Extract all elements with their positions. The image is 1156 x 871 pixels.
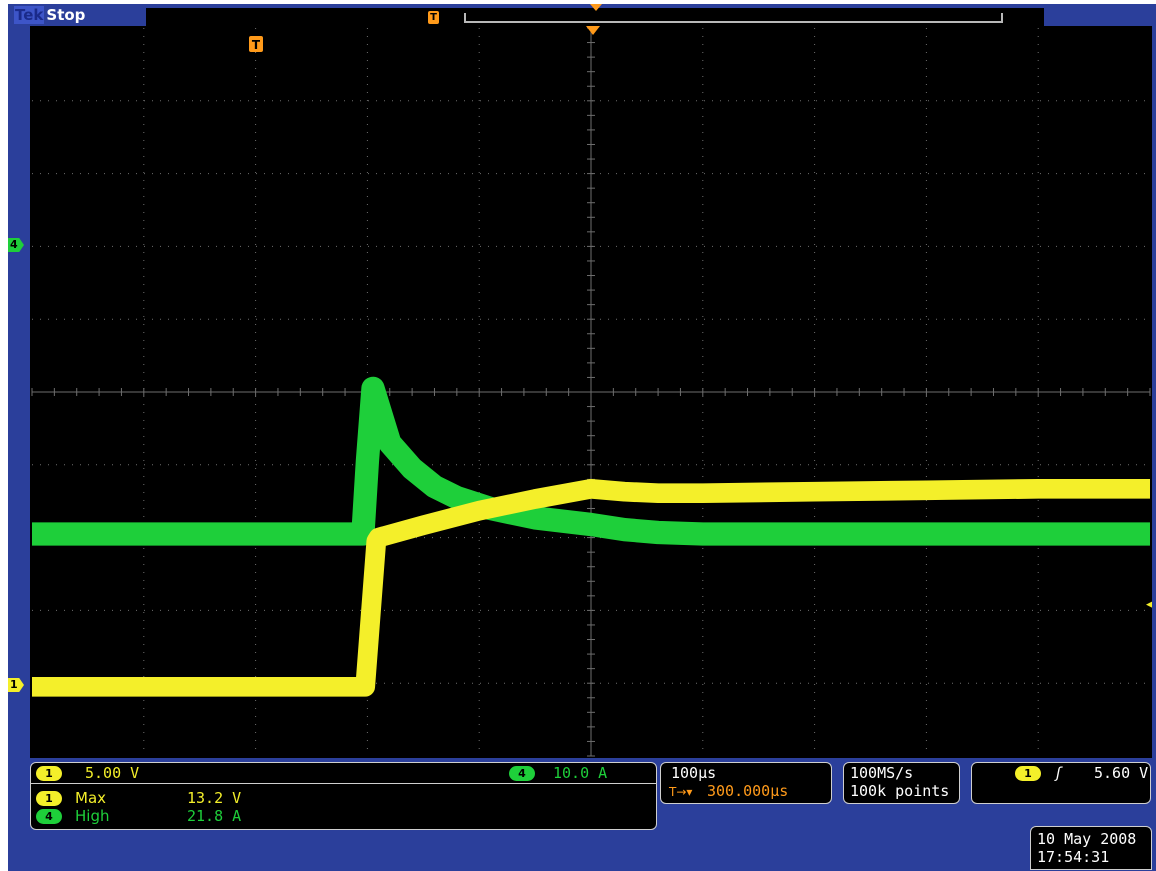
graticule bbox=[31, 27, 1151, 757]
record-window-bracket[interactable] bbox=[464, 13, 1003, 23]
record-view-bar[interactable]: T bbox=[146, 4, 1044, 27]
date: 10 May 2008 bbox=[1037, 830, 1137, 848]
status-bar: Tek Stop T bbox=[8, 4, 1156, 27]
record-center-arrow-icon bbox=[590, 4, 602, 11]
waveform-plot: T ◂ bbox=[30, 26, 1152, 758]
ch4-offset-marker-icon[interactable]: 4 bbox=[8, 238, 24, 252]
record-length: 100k points bbox=[850, 782, 950, 800]
ch1-badge: 1 bbox=[36, 766, 62, 781]
meas1-name: Max bbox=[75, 789, 107, 807]
trigger-readout[interactable]: 1 ʃ 5.60 V bbox=[971, 762, 1151, 804]
sample-rate: 100MS/s bbox=[850, 764, 914, 782]
trigger-position-marker-icon: T bbox=[249, 36, 263, 52]
horizontal-delay: 300.000µs bbox=[707, 782, 789, 800]
brand-status: Tek Stop bbox=[14, 5, 85, 25]
ch4-badge: 4 bbox=[509, 766, 535, 781]
meas1-channel-badge: 1 bbox=[36, 791, 62, 806]
meas1-value: 13.2 V bbox=[187, 789, 242, 807]
oscilloscope-display: Tek Stop T T ◂ 4 1 1 5.00 V 4 10.0 A 1 Ma… bbox=[8, 4, 1156, 871]
acquisition-readout[interactable]: 100MS/s 100k points bbox=[843, 762, 960, 804]
center-arrow-icon bbox=[586, 26, 600, 35]
time: 17:54:31 bbox=[1037, 848, 1110, 866]
ch1-scale: 5.00 V bbox=[85, 764, 140, 782]
acquisition-status: Stop bbox=[46, 6, 86, 24]
rising-edge-icon: ʃ bbox=[1056, 764, 1062, 782]
trigger-marker-label: T bbox=[252, 38, 261, 52]
channel-readout-panel[interactable]: 1 5.00 V 4 10.0 A 1 Max 13.2 V 4 High 21… bbox=[30, 762, 657, 830]
ch1-offset-marker-icon[interactable]: 1 bbox=[8, 678, 24, 692]
ch4-scale: 10.0 A bbox=[553, 764, 608, 782]
time-per-div: 100µs bbox=[671, 764, 717, 782]
ch4-marker-label: 4 bbox=[10, 238, 18, 251]
meas2-value: 21.8 A bbox=[187, 807, 242, 825]
datetime-readout: 10 May 2008 17:54:31 bbox=[1030, 826, 1152, 870]
panel-divider bbox=[31, 783, 656, 784]
brand-logo: Tek bbox=[14, 6, 45, 24]
meas2-channel-badge: 4 bbox=[36, 809, 62, 824]
traces bbox=[32, 376, 1150, 697]
horizontal-readout[interactable]: 100µs T→▾ 300.000µs bbox=[660, 762, 832, 804]
trigger-level-marker-icon[interactable]: ◂ bbox=[1146, 597, 1152, 612]
trigger-source-badge: 1 bbox=[1015, 766, 1041, 781]
ch1-marker-label: 1 bbox=[10, 678, 18, 691]
meas2-name: High bbox=[75, 807, 110, 825]
trace-ch1 bbox=[32, 478, 1150, 697]
trigger-level: 5.60 V bbox=[1094, 764, 1149, 782]
trigger-position-icon: T→▾ bbox=[669, 785, 693, 799]
record-trigger-marker-icon: T bbox=[428, 11, 439, 24]
